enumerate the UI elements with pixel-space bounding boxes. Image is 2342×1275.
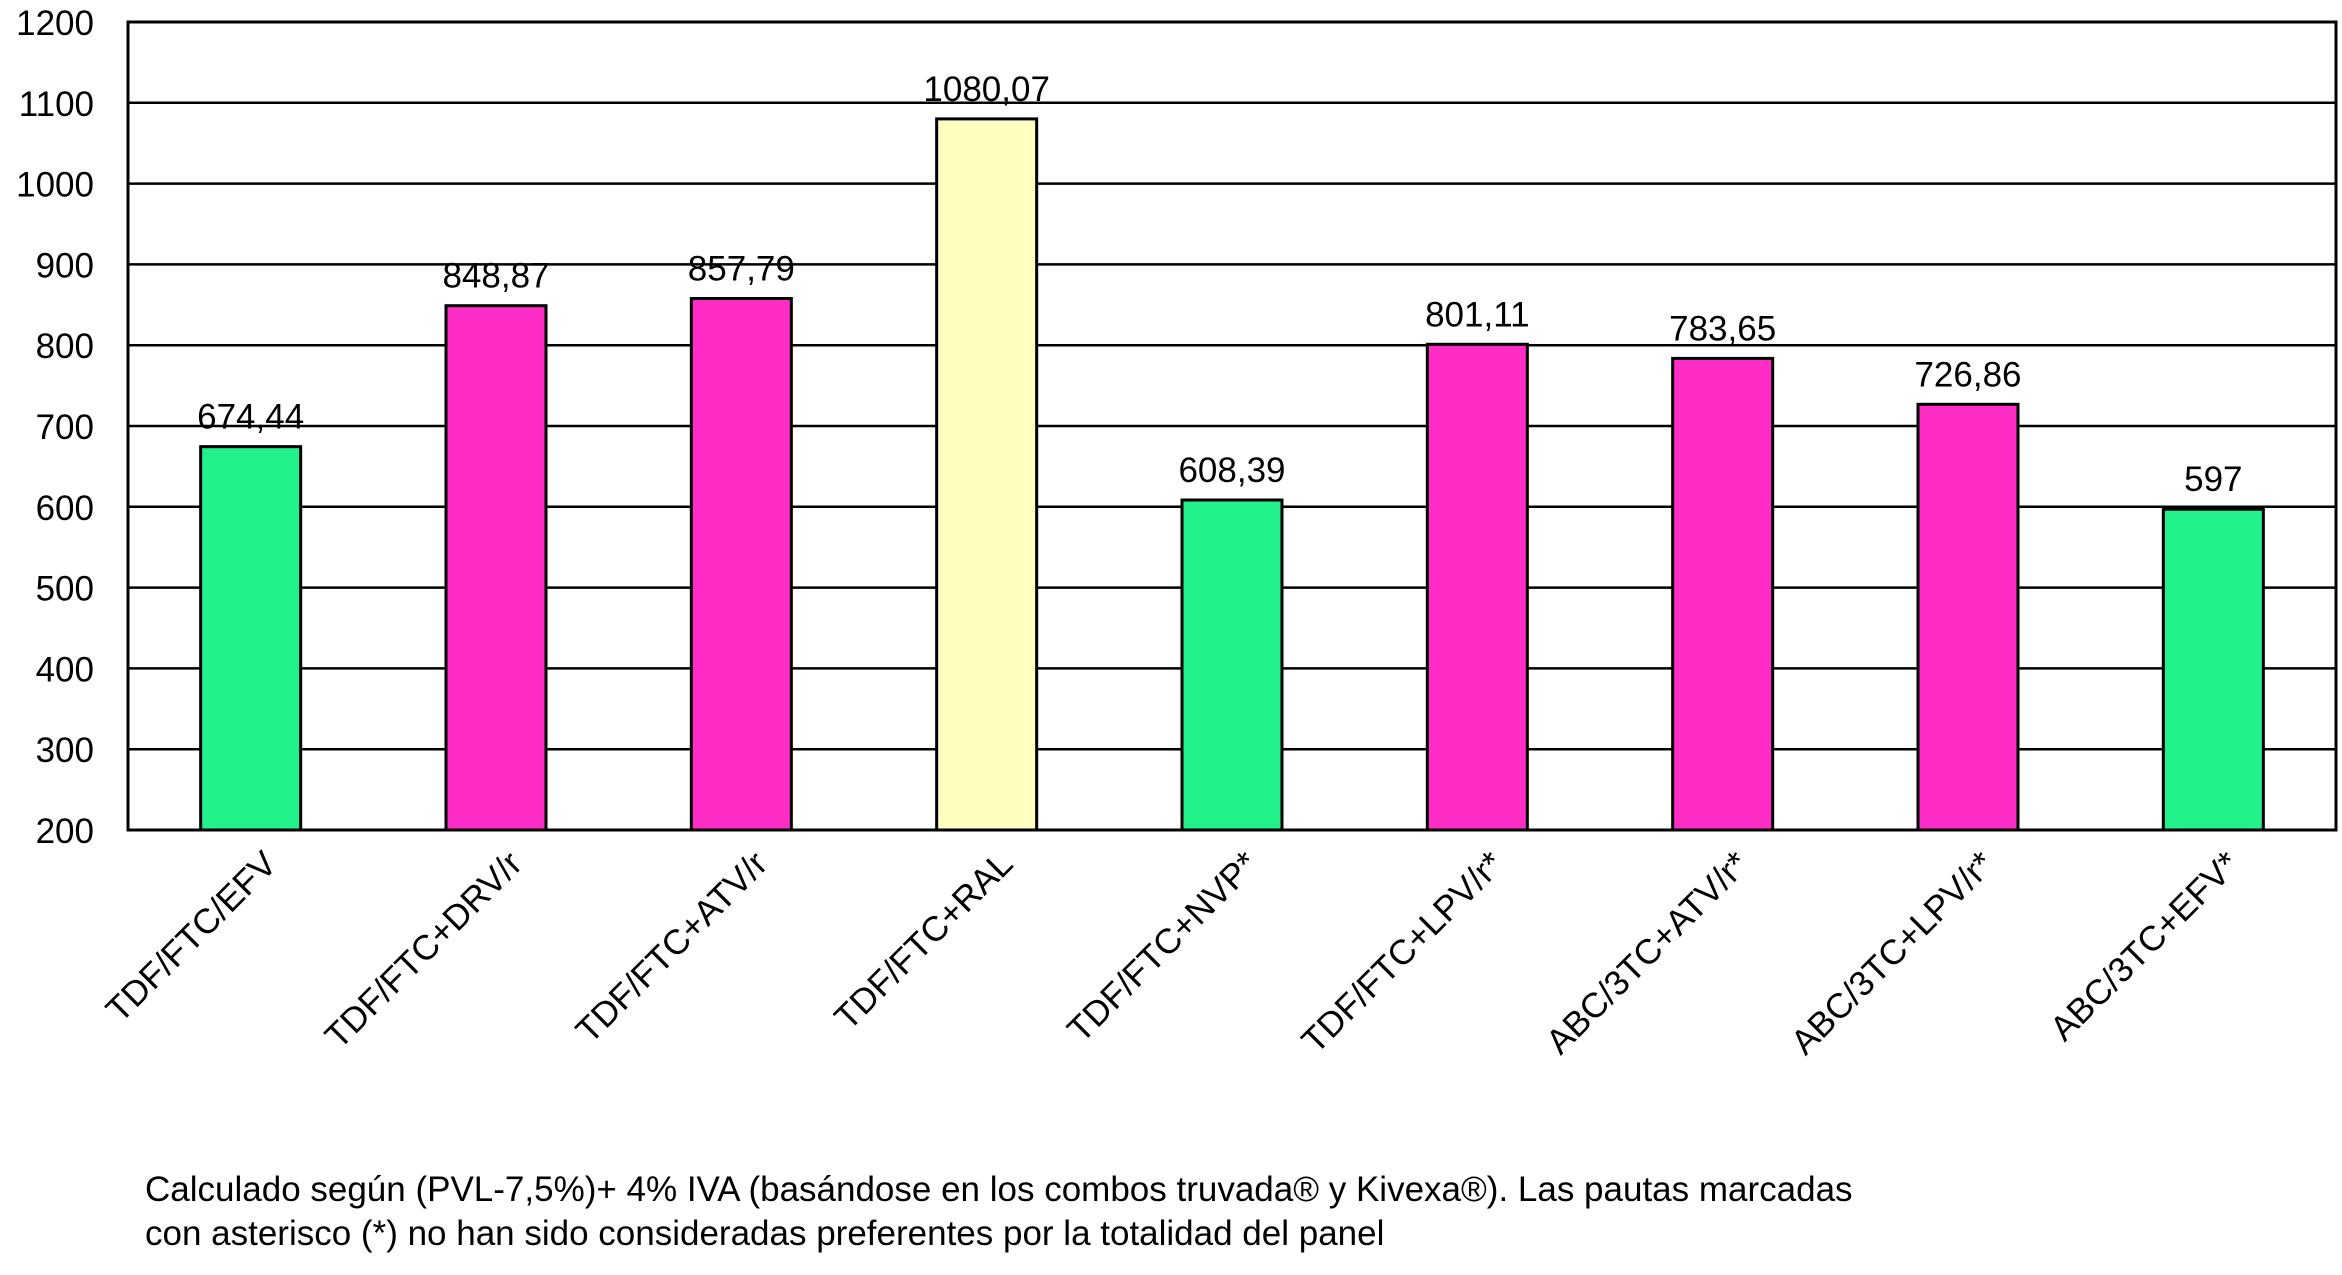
bar xyxy=(1671,356,1775,832)
bar xyxy=(935,117,1039,832)
chart-footnote: Calculado según (PVL-7,5%)+ 4% IVA (basá… xyxy=(145,1168,2295,1256)
x-tick-label: ABC/3TC+ATV/r* xyxy=(1539,844,1757,1062)
y-tick-label: 200 xyxy=(36,812,94,851)
bar-value-label: 674,44 xyxy=(197,398,304,437)
bar xyxy=(444,304,548,832)
bar-chart: 200 300 400 500 600 700 800 900 1000 1100 1200 674,… xyxy=(16,4,2338,1062)
bar xyxy=(199,445,303,832)
footnote-line-2: con asterisco (*) no han sido considerad… xyxy=(145,1214,1385,1253)
y-tick-label: 1100 xyxy=(19,85,94,124)
bar xyxy=(1425,342,1529,832)
x-tick-label: TDF/FTC+NVP* xyxy=(1060,844,1266,1050)
y-tick-label: 1200 xyxy=(16,4,94,43)
x-tick-label: TDF/FTC+ATV/r xyxy=(568,844,775,1051)
bar xyxy=(2161,507,2265,832)
bar xyxy=(689,297,793,832)
bar-value-label: 1080,07 xyxy=(923,70,1050,109)
y-tick-label: 500 xyxy=(36,570,94,609)
x-tick-label: TDF/FTC+LPV/r* xyxy=(1294,844,1511,1061)
x-tick-label: ABC/3TC+LPV/r* xyxy=(1784,844,2002,1062)
y-tick-label: 600 xyxy=(36,489,94,528)
bar-value-label: 608,39 xyxy=(1178,451,1285,490)
x-tick-label: TDF/FTC+RAL xyxy=(827,844,1020,1037)
bar-value-label: 848,87 xyxy=(442,257,549,296)
x-tick-label: TDF/FTC+DRV/r xyxy=(318,844,530,1056)
y-tick-label: 400 xyxy=(36,650,94,689)
y-tick-label: 900 xyxy=(36,246,94,285)
x-tick-label: ABC/3TC+EFV* xyxy=(2043,844,2248,1049)
y-tick-label: 700 xyxy=(36,408,94,447)
y-tick-label: 300 xyxy=(36,731,94,770)
bar-value-label: 726,86 xyxy=(1914,355,2021,394)
x-tick-label: TDF/FTC/EFV xyxy=(99,844,285,1030)
bar xyxy=(1916,402,2020,832)
bar-value-label: 857,79 xyxy=(688,250,795,289)
bar-value-label: 783,65 xyxy=(1669,309,1776,348)
bar xyxy=(1180,498,1284,832)
bar-value-label: 801,11 xyxy=(1425,295,1529,334)
y-tick-label: 800 xyxy=(36,327,94,366)
footnote-line-1: Calculado según (PVL-7,5%)+ 4% IVA (basá… xyxy=(145,1170,1853,1209)
bar-value-label: 597 xyxy=(2184,460,2242,499)
y-tick-label: 1000 xyxy=(16,166,94,205)
